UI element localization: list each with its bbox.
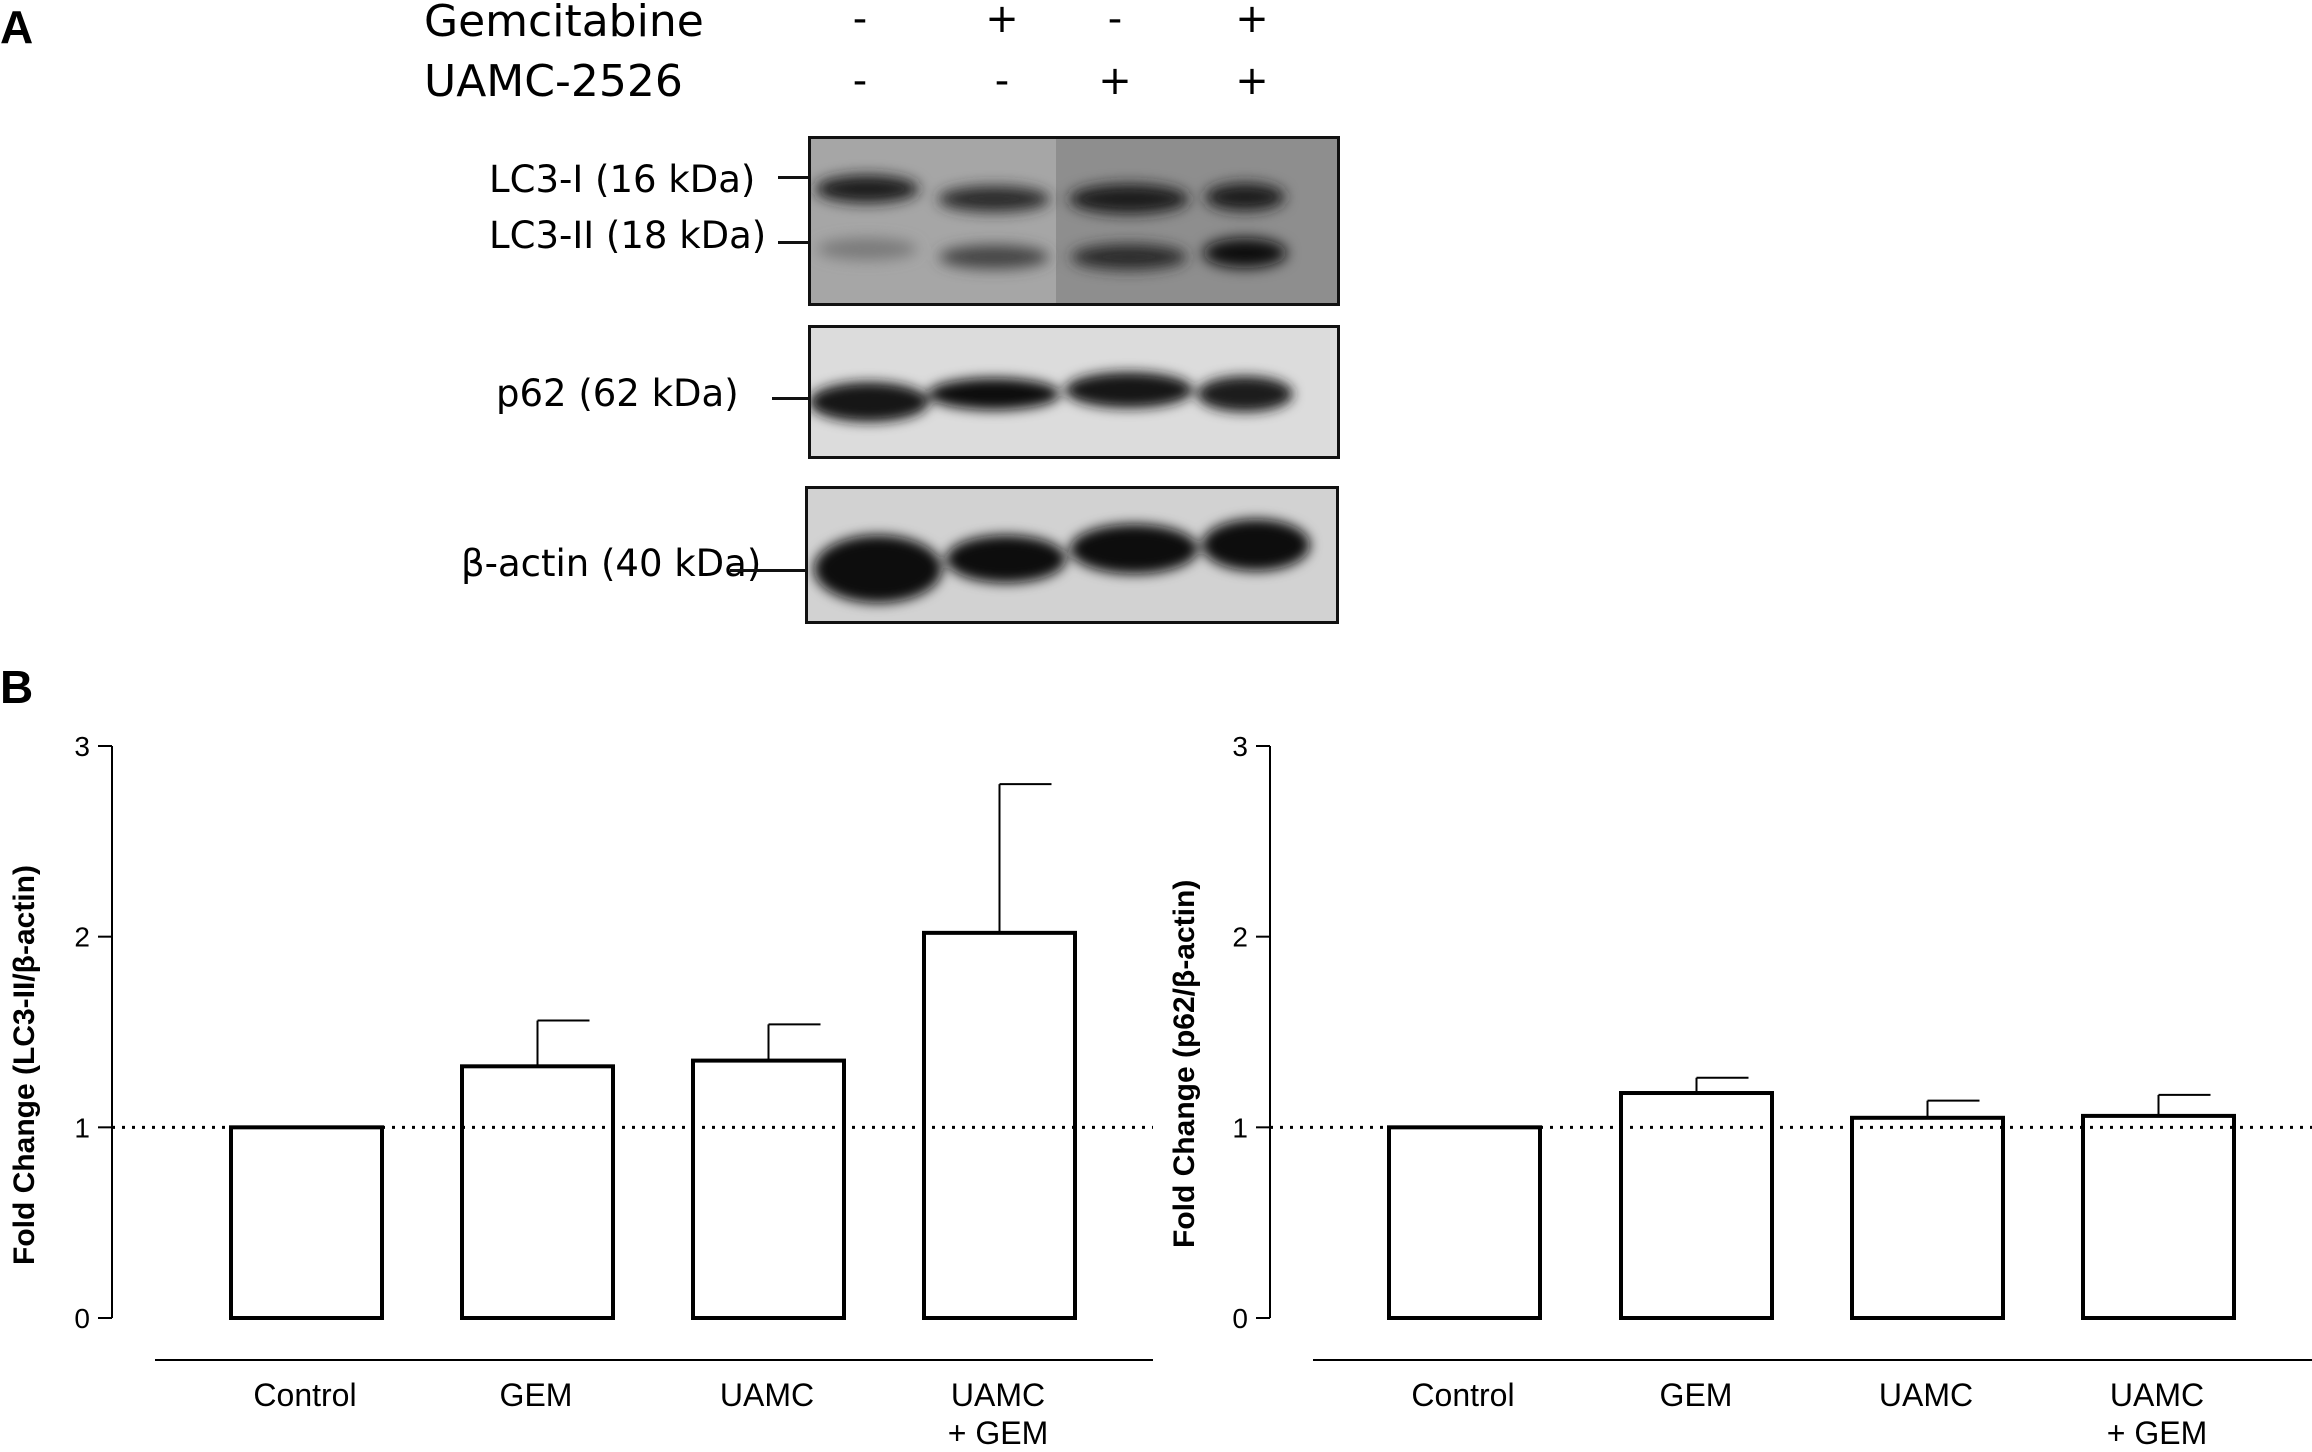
treatment-label-uamc: UAMC-2526 [424,56,683,107]
bar [922,930,1077,1320]
chart-1-category-label: Control [253,1377,357,1413]
bar [460,1064,615,1320]
western-blot-beta-actin [805,486,1339,624]
y-tick-label: 0 [1232,1303,1248,1334]
chart-1-category-label: UAMC [719,1377,815,1413]
chart-2-category-label: GEM [1659,1377,1733,1413]
bar-chart-lc3: 0 1 2 3 [74,731,1153,1361]
bar [1850,1115,2005,1321]
chart-2-category-label: UAMC [1878,1377,1974,1413]
panel-b-letter: B [0,661,34,713]
western-blot-p62 [808,325,1340,459]
chart-1-category-label: UAMC + GEM [947,1377,1049,1451]
lane-sign: + [1235,58,1269,104]
lane-sign: + [1235,0,1269,42]
lane-sign: + [1098,58,1132,104]
y-tick-label: 0 [74,1303,90,1334]
lane-sign: - [1107,0,1123,42]
treatment-label-gemcitabine: Gemcitabine [424,0,704,47]
lane-sign: - [852,0,868,42]
y-tick-label: 3 [1232,731,1248,762]
bar [229,1125,384,1321]
band-marker-lc3-i [778,176,810,179]
blot-label-beta-actin: β-actin (40 kDa) [461,542,762,585]
y-tick-label: 3 [74,731,90,762]
blot-label-lc3-i: LC3-I (16 kDa) [489,158,756,201]
lane-sign: - [852,58,868,104]
y-tick-label: 1 [74,1112,90,1143]
western-blot-lc3 [808,136,1340,306]
lane-sign: + [985,0,1019,42]
panel-a-letter: A [0,1,34,53]
lane-sign: - [994,58,1010,104]
y-tick-label: 2 [74,922,90,953]
bar [691,1058,846,1320]
bar [1619,1091,1774,1320]
y-tick-label: 2 [1232,922,1248,953]
chart-1-category-label: GEM [499,1377,573,1413]
bar [1387,1125,1542,1321]
band-marker-lc3-ii [778,241,810,244]
chart-2-category-label: Control [1411,1377,1515,1413]
blot-label-p62: p62 (62 kDa) [496,372,739,415]
blot-label-lc3-ii: LC3-II (18 kDa) [489,214,767,257]
chart-2-category-label: UAMC + GEM [2106,1377,2208,1451]
bar [2081,1113,2236,1320]
y-tick-label: 1 [1232,1112,1248,1143]
band-marker-beta-actin [730,569,807,572]
band-marker-p62 [772,397,810,400]
